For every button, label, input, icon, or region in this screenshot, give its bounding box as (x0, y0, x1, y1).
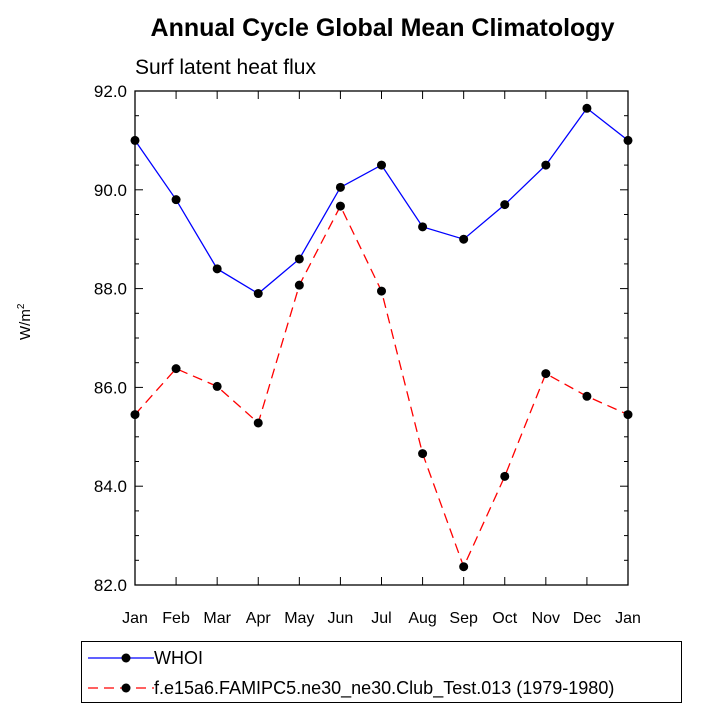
legend-swatch-whoi (88, 653, 154, 663)
chart-subtitle: Surf latent heat flux (135, 56, 316, 79)
y-tick-label: 84.0 (94, 477, 127, 496)
series-0-point (582, 103, 592, 113)
y-tick-label: 86.0 (94, 378, 127, 397)
x-tick-label: Feb (162, 610, 190, 627)
series-1-point (582, 391, 592, 401)
series-0-point (459, 234, 469, 244)
chart-title: Annual Cycle Global Mean Climatology (150, 14, 615, 42)
legend-item-model: f.e15a6.FAMIPC5.ne30_ne30.Club_Test.013 … (82, 675, 681, 701)
x-tick-label: Jun (328, 610, 354, 627)
series-0-point (294, 254, 304, 264)
series-0-point (377, 160, 386, 170)
x-tick-label: Oct (492, 610, 517, 627)
x-tick-label: Aug (408, 610, 436, 627)
y-tick-label: 82.0 (94, 576, 127, 595)
series-1-point (253, 418, 263, 428)
series-1-point (500, 471, 510, 481)
legend: WHOI f.e15a6.FAMIPC5.ne30_ne30.Club_Test… (81, 641, 682, 703)
series-1-point (377, 286, 386, 296)
series-1-point (459, 562, 469, 572)
series-0-point (500, 200, 510, 210)
series-1-point (212, 381, 222, 391)
series-1-point (130, 410, 140, 420)
x-tick-label: Jan (615, 610, 641, 627)
series-1-point (418, 449, 428, 459)
legend-label-whoi: WHOI (154, 648, 203, 668)
legend-swatch-model (88, 683, 154, 693)
line-chart: 82.0 84.0 86.0 88.0 90.0 92.0 Jan Feb Mar Apr May J… (94, 82, 641, 627)
series-line-1 (134, 204, 629, 569)
series-0-point (212, 264, 222, 274)
y-tick-label: 92.0 (94, 82, 127, 101)
series-1-point (171, 364, 181, 374)
y-tick-label: 90.0 (94, 181, 127, 200)
series-1-point (294, 280, 304, 290)
x-tick-label: Mar (203, 610, 231, 627)
series-0-point (335, 182, 345, 192)
series-0-point (541, 160, 551, 170)
x-tick-label: May (284, 610, 314, 627)
series-1-point (541, 369, 551, 379)
series-0-point (253, 289, 263, 299)
x-tick-label: Sep (449, 610, 478, 627)
series-0-point (623, 135, 633, 145)
series-1-point (623, 410, 633, 420)
x-tick-label: Nov (532, 610, 560, 627)
x-tick-label: Dec (573, 610, 601, 627)
series-0-point (171, 195, 181, 205)
series-0-point (130, 135, 140, 145)
x-tick-label: Jan (122, 610, 148, 627)
x-tick-label: Jul (371, 610, 391, 627)
legend-item-whoi: WHOI (82, 645, 681, 671)
series-1-point (335, 201, 345, 211)
series-0-point (418, 222, 428, 232)
legend-label-model: f.e15a6.FAMIPC5.ne30_ne30.Club_Test.013 … (154, 678, 615, 698)
y-tick-label: 88.0 (94, 280, 127, 299)
series-line-0 (134, 107, 629, 295)
x-tick-label: Apr (246, 610, 272, 627)
